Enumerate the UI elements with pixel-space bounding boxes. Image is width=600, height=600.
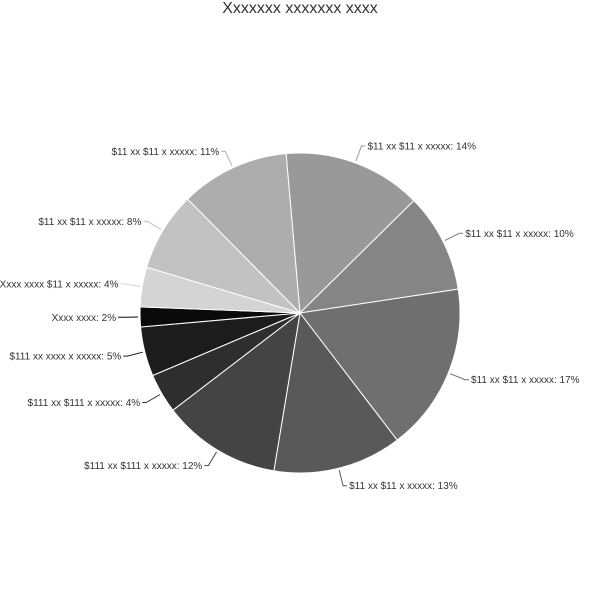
slice-label: $11 xx $11 x xxxxx: 14%: [368, 141, 477, 152]
chart-title: Xxxxxxx xxxxxxx xxxx: [222, 0, 378, 17]
slice-label: $11 xx $11 x xxxxx: 11%: [111, 147, 219, 158]
pie-slice: [172, 311, 301, 472]
slice-label: $11 xx $11 x xxxxx: 10%: [465, 229, 574, 240]
slice-leader-line: [338, 470, 348, 487]
pie-slice: [298, 199, 459, 314]
slice-leader-line: [355, 145, 366, 162]
pie-slice: [285, 152, 415, 315]
slice-leader-line: [123, 351, 143, 357]
pie-slice: [299, 288, 461, 441]
slice-leader-line: [143, 220, 162, 231]
slice-label: $111 xx xxxx x xxxxx: 5%: [9, 352, 121, 363]
slice-label: $111 xx $111 x xxxxx: 12%: [84, 461, 202, 472]
slice-leader-line: [204, 451, 218, 467]
slice-label: $11 xx $11 x xxxxx: 8%: [38, 217, 141, 228]
slice-leader-line: [450, 373, 469, 381]
slice-leader-line: [142, 394, 161, 403]
slice-leader-line: [221, 150, 233, 167]
pie-slice: [186, 153, 301, 315]
slice-label: Xxxx xxxx: 2%: [52, 313, 117, 324]
slice-label: $111 xx $111 x xxxxx: 4%: [28, 398, 141, 409]
slice-leader-line: [120, 283, 141, 287]
slice-label: $11 xx $11 x xxxxx: 17%: [471, 375, 580, 386]
pie-slice: [273, 311, 398, 474]
slice-label: $11 xx $11 x xxxxx: 13%: [349, 481, 458, 492]
slice-leader-line: [444, 232, 464, 241]
slice-label: Xxxx xxxx $11 x xxxxx: 4%: [0, 279, 118, 290]
